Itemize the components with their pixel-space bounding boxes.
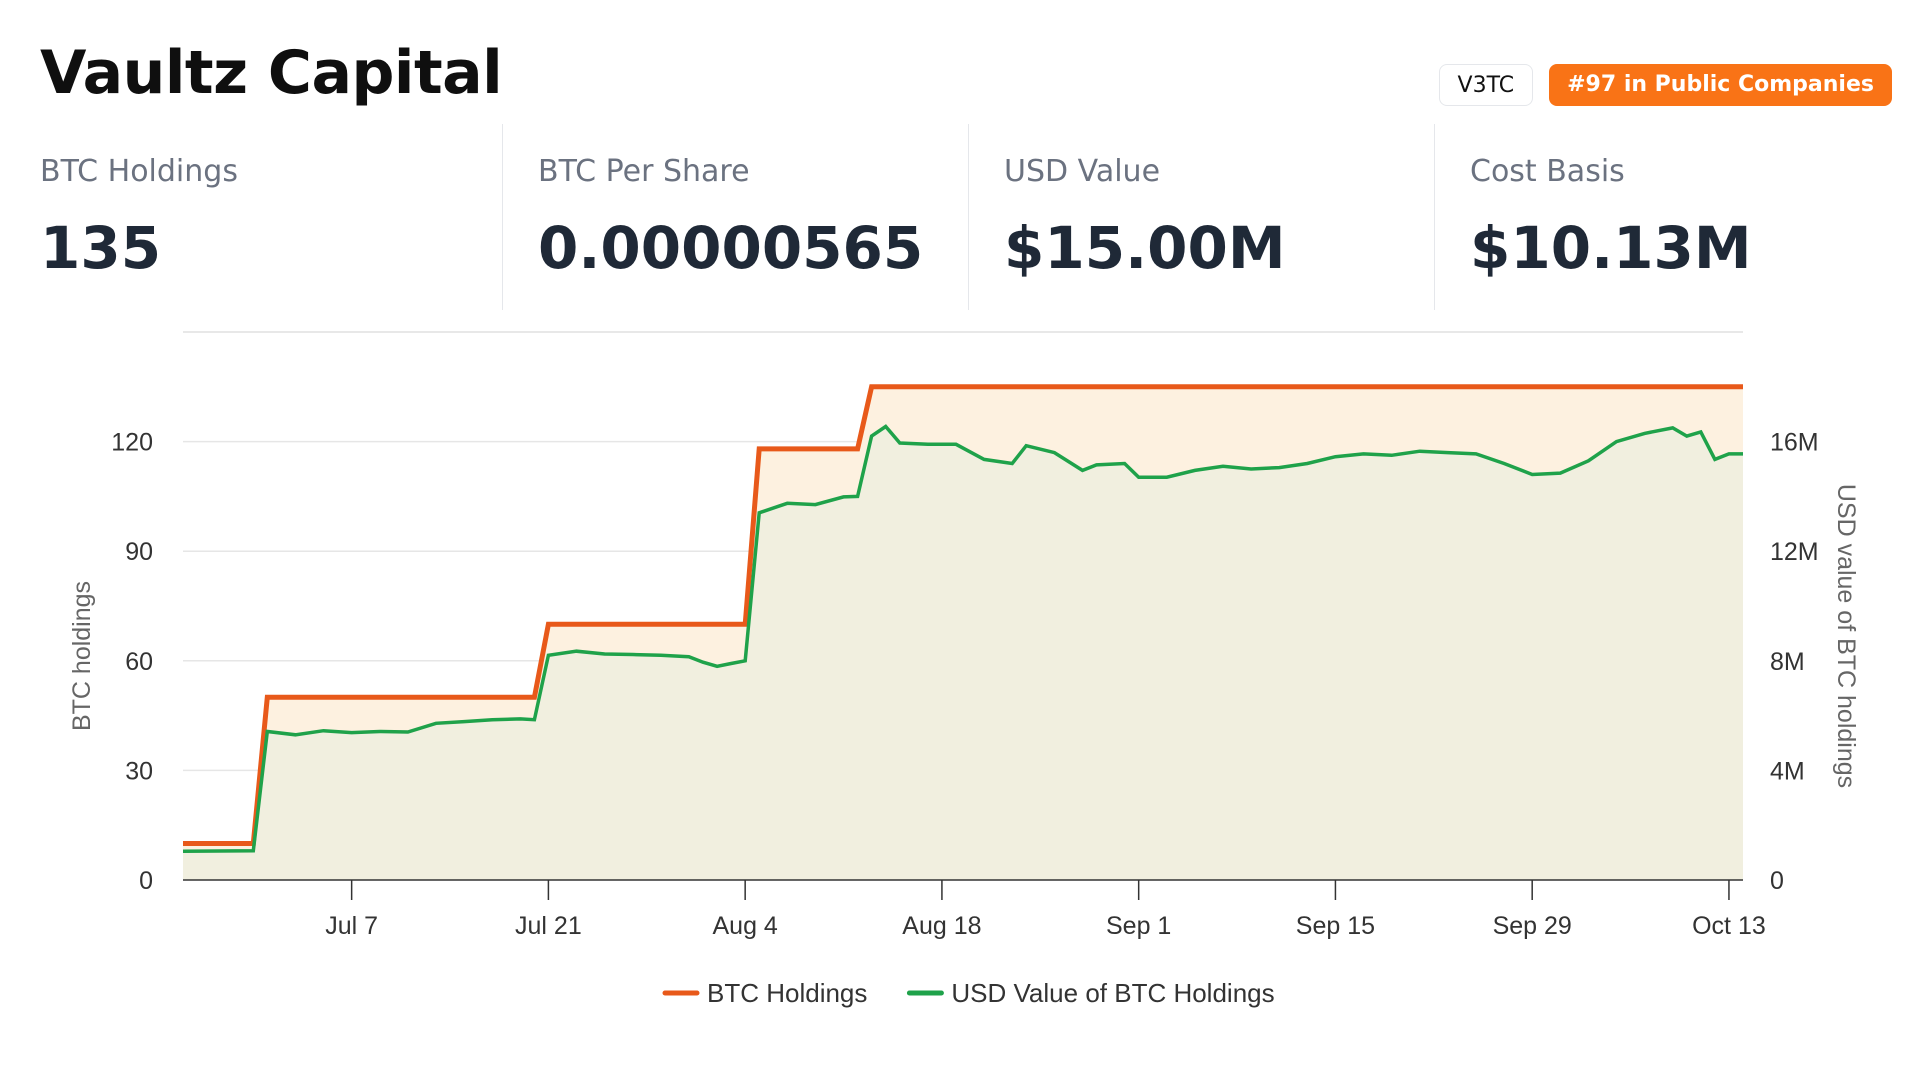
stats-row: BTC Holdings 135 BTC Per Share 0.0000056…: [40, 124, 1892, 310]
y-tick-label: 30: [125, 757, 153, 785]
ticker-badge: V3TC: [1438, 64, 1534, 106]
chart-areas: [183, 386, 1743, 880]
y-axis-title: BTC holdings: [68, 581, 96, 731]
stat-divider: [502, 124, 503, 310]
x-tick-label: Jul 7: [325, 912, 378, 940]
chart-lines: [182, 384, 1743, 853]
stat-label: USD Value: [1004, 154, 1161, 189]
stat-label: BTC Per Share: [538, 154, 750, 189]
x-tick-label: Sep 29: [1493, 912, 1572, 940]
stat-label: Cost Basis: [1470, 154, 1625, 189]
y-tick-label: 60: [125, 648, 153, 676]
rank-badge[interactable]: #97 in Public Companies: [1549, 64, 1892, 106]
x-tick-label: Aug 4: [712, 912, 777, 940]
y-right-tick-label: 16M: [1770, 429, 1819, 457]
legend-item[interactable]: USD Value of BTC Holdings: [906, 978, 1275, 1008]
stat-value: 135: [40, 214, 162, 282]
btc-holdings-chart[interactable]: 0 0 30 4M 60 8M 90 12M 120 16M Jul 7 Jul 21 Aug 4 Aug…: [0, 320, 1920, 1040]
stat-value: $10.13M: [1470, 214, 1752, 282]
page-title: Vaultz Capital: [40, 38, 503, 108]
y-right-tick-label: 0: [1770, 867, 1784, 895]
x-tick-label: Sep 15: [1296, 912, 1375, 940]
stat-divider: [968, 124, 969, 310]
stat-divider: [1434, 124, 1435, 310]
series-area: [183, 426, 1743, 880]
y-right-tick-label: 12M: [1770, 538, 1819, 566]
y-right-axis-title: USD value of BTC holdings: [1832, 484, 1860, 788]
series-line[interactable]: [182, 424, 1743, 853]
chart-axes: 0 0 30 4M 60 8M 90 12M 120 16M Jul 7 Jul 21 Aug 4 Aug…: [68, 429, 1860, 940]
x-tick-label: Oct 13: [1692, 912, 1766, 940]
stat-value: $15.00M: [1004, 214, 1286, 282]
x-tick-label: Sep 1: [1106, 912, 1171, 940]
y-tick-label: 0: [139, 867, 153, 895]
y-right-tick-label: 8M: [1770, 648, 1805, 676]
stat-label: BTC Holdings: [40, 154, 238, 189]
chart-legend[interactable]: BTC Holdings USD Value of BTC Holdings: [662, 978, 1275, 1008]
header-badges: V3TC #97 in Public Companies: [1438, 64, 1892, 106]
y-right-tick-label: 4M: [1770, 757, 1805, 785]
x-tick-label: Aug 18: [902, 912, 981, 940]
x-tick-label: Jul 21: [515, 912, 582, 940]
legend-item[interactable]: BTC Holdings: [662, 978, 867, 1008]
y-tick-label: 120: [111, 429, 153, 457]
series-line[interactable]: [183, 384, 1743, 846]
y-tick-label: 90: [125, 538, 153, 566]
legend-label: USD Value of BTC Holdings: [951, 978, 1274, 1008]
legend-label: BTC Holdings: [707, 978, 867, 1008]
stat-value: 0.00000565: [538, 214, 924, 282]
page-header: Vaultz Capital V3TC #97 in Public Compan…: [40, 34, 1892, 114]
